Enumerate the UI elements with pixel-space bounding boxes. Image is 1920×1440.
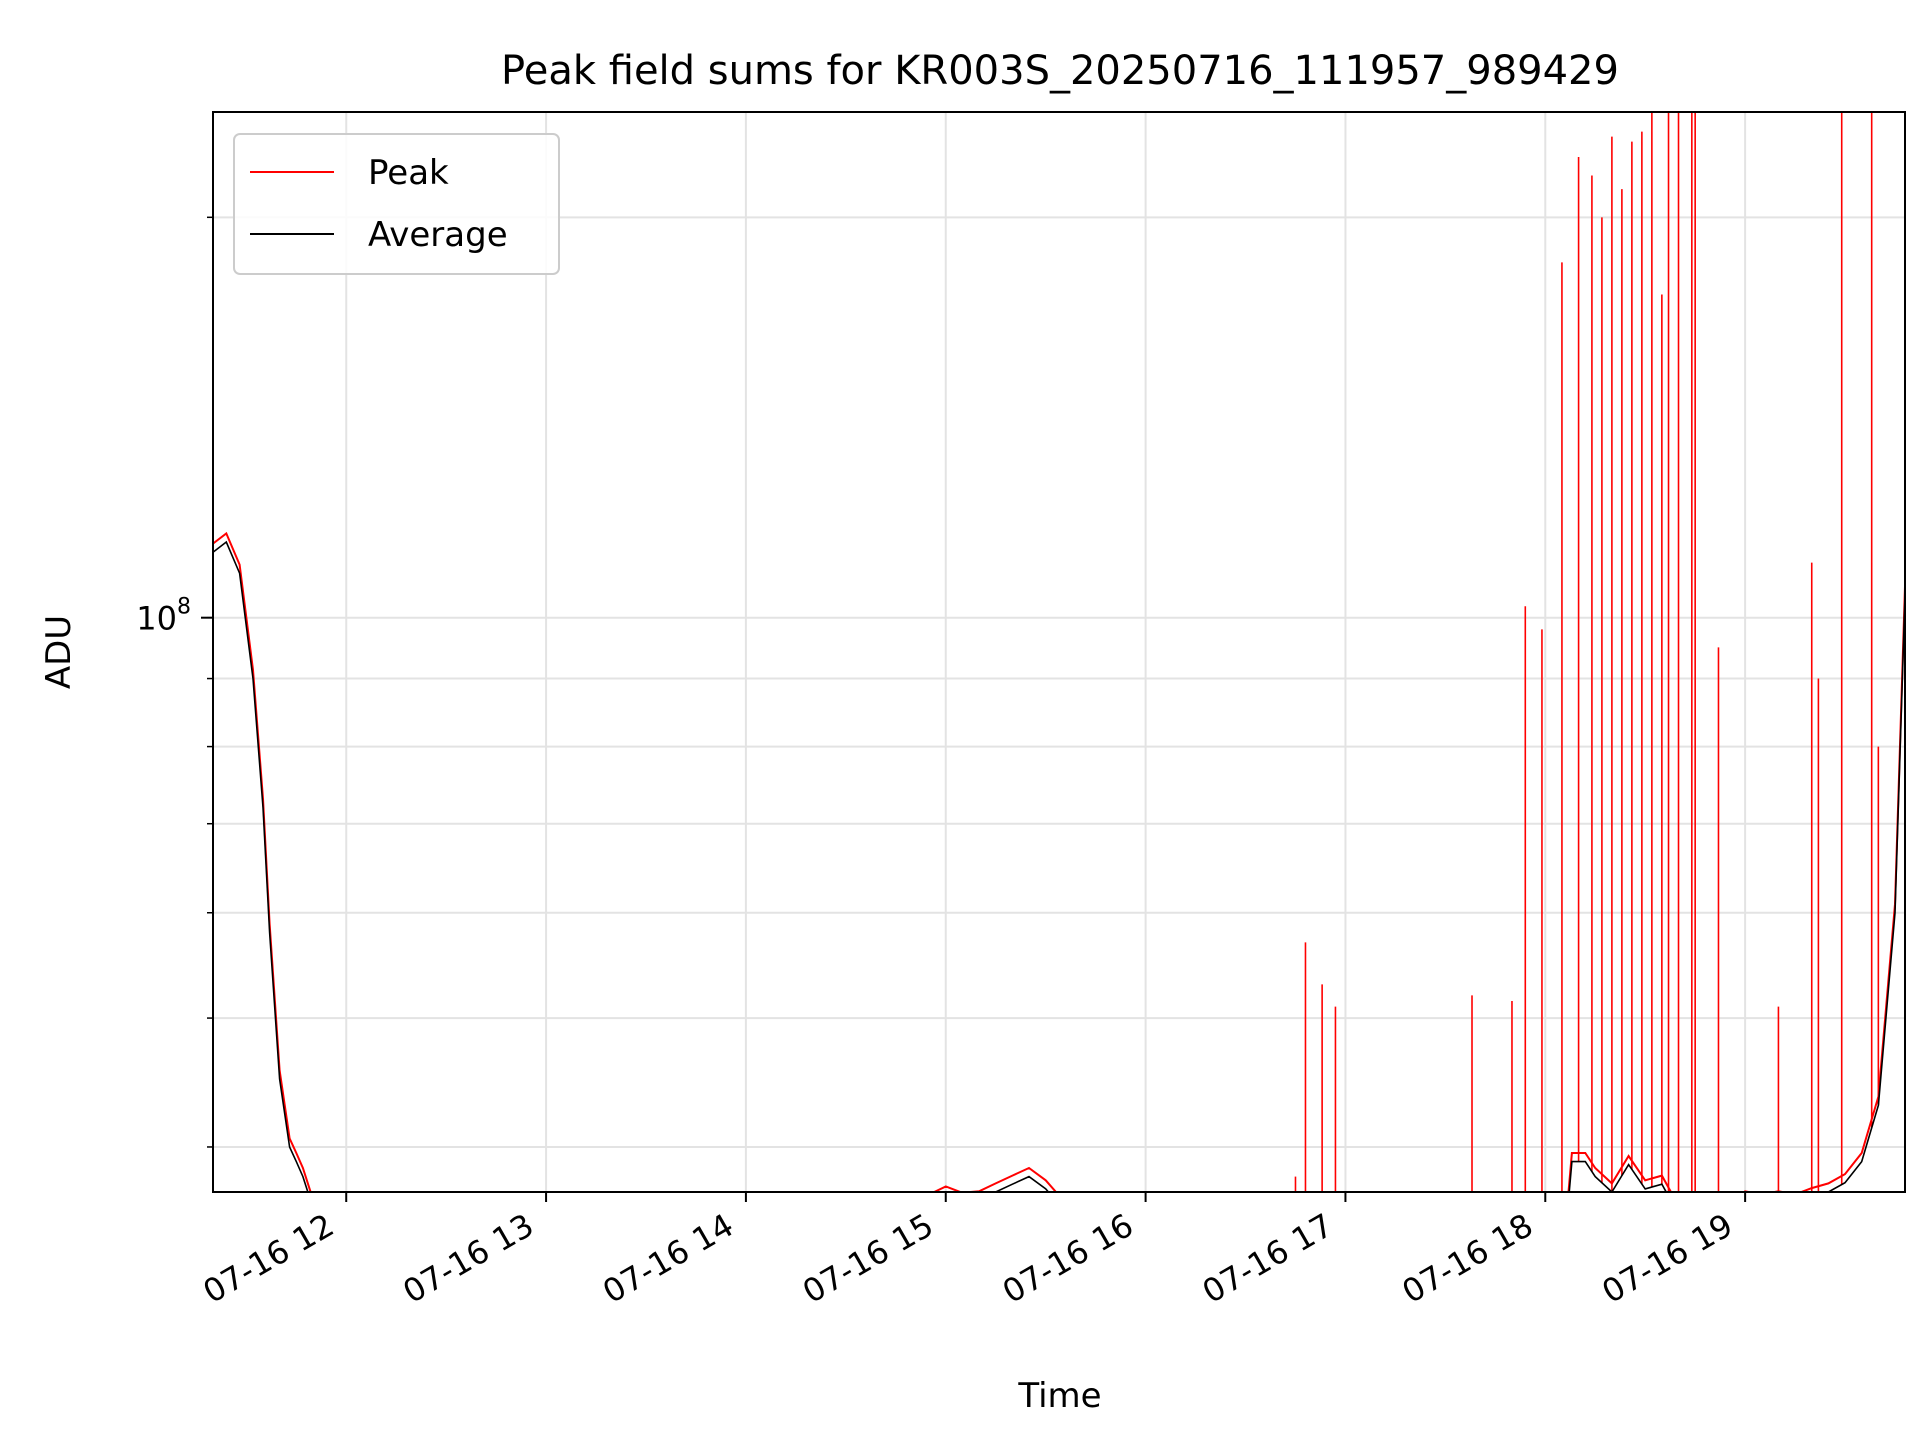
x-axis-label: Time: [1017, 1376, 1101, 1416]
y-tick-label: 108: [136, 595, 191, 638]
legend-box: [233, 133, 560, 275]
plot-series: [213, 112, 1905, 1192]
legend-average-label: Average: [368, 215, 508, 255]
y-axis-label: ADU: [39, 615, 79, 689]
plot-frame: [212, 111, 1906, 1193]
legend: Peak Average: [233, 133, 560, 275]
grid-lines: [213, 112, 1905, 1192]
peak-series-line: [213, 531, 1905, 1192]
average-series-line: [213, 540, 1905, 1192]
legend-peak-label: Peak: [368, 153, 449, 193]
chart-title: Peak field sums for KR003S_20250716_1119…: [501, 48, 1619, 94]
